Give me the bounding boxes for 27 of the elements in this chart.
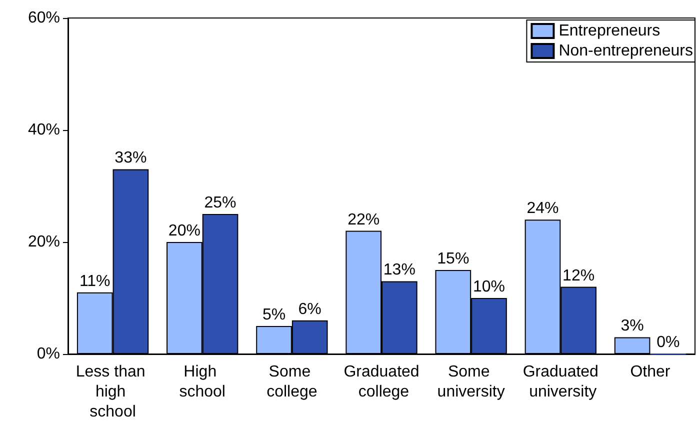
- data-label: 10%: [472, 278, 505, 296]
- data-label: 24%: [526, 200, 559, 218]
- x-tick-label: Some college: [266, 364, 318, 400]
- x-tick-label: Less than high school: [76, 364, 150, 420]
- data-label: 22%: [348, 211, 380, 228]
- data-label: 6%: [298, 300, 322, 318]
- x-tick-label: Graduated university: [522, 364, 598, 400]
- data-label: 15%: [437, 250, 470, 268]
- data-label: 12%: [562, 267, 595, 284]
- legend-label: Non-entrepreneurs: [558, 42, 693, 60]
- data-label: 5%: [262, 306, 286, 324]
- y-tick-label: 20%: [28, 234, 60, 250]
- data-label: 3%: [620, 318, 644, 335]
- data-label: 11%: [79, 272, 110, 290]
- x-tick-label: High school: [179, 364, 226, 400]
- y-tick-label: 60%: [28, 10, 60, 26]
- data-label: 0%: [656, 334, 680, 351]
- data-label: 13%: [383, 262, 416, 279]
- data-label: 20%: [168, 222, 200, 240]
- x-tick-label: Graduated college: [344, 364, 420, 400]
- x-tick-label: Other: [630, 364, 671, 380]
- data-label: 25%: [204, 194, 236, 212]
- y-tick-label: 40%: [28, 122, 60, 138]
- x-tick-label: Some university: [437, 364, 505, 400]
- legend-label: Entrepreneurs: [558, 22, 660, 40]
- data-label: 33%: [114, 150, 147, 167]
- y-tick-label: 0%: [36, 346, 60, 362]
